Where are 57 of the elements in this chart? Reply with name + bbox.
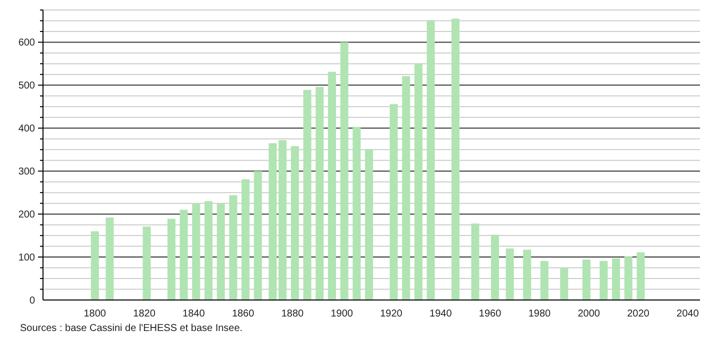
bar [490, 234, 499, 300]
y-tick-label: 300 [18, 166, 36, 178]
x-tick-label: 1960 [478, 308, 502, 320]
bar [560, 268, 568, 300]
bar [402, 76, 410, 300]
bar [426, 20, 435, 300]
bar [180, 210, 188, 300]
x-tick-label: 2020 [627, 308, 650, 320]
bar [523, 250, 532, 300]
bar [414, 63, 422, 300]
bar [167, 218, 176, 300]
bar [303, 90, 312, 300]
x-tick-label: 1980 [528, 308, 552, 320]
bar [352, 126, 361, 300]
x-tick-label: 1800 [84, 308, 106, 320]
y-tick-label: 200 [18, 210, 36, 221]
bar [106, 218, 114, 300]
y-tick-label: 600 [18, 38, 36, 49]
x-tick-label: 1920 [380, 308, 403, 320]
x-tick-label: 1940 [430, 308, 452, 320]
bar [365, 149, 374, 300]
bar [451, 18, 460, 300]
bar [582, 260, 590, 300]
bar [142, 226, 151, 300]
bar [612, 258, 620, 300]
bar [636, 252, 645, 300]
x-tick-label: 1860 [232, 308, 255, 320]
bar [204, 201, 212, 300]
x-tick-label: 1900 [330, 308, 354, 320]
bar [506, 248, 514, 300]
y-tick-label: 100 [18, 252, 36, 264]
x-tick-label: 2000 [578, 308, 600, 320]
bar [540, 260, 548, 300]
x-tick-label: 1840 [182, 308, 206, 320]
y-tick-label: 400 [18, 124, 36, 135]
bar [290, 146, 299, 300]
x-tick-label: 1880 [281, 308, 304, 320]
bar [90, 231, 99, 300]
x-tick-label: 1820 [133, 308, 156, 320]
x-tick-label: 2040 [676, 308, 700, 320]
bar [278, 140, 287, 300]
bar [254, 171, 262, 300]
y-tick-label: 500 [18, 80, 36, 92]
source-note: Sources : base Cassini de l'EHESS et base Insee. [20, 323, 243, 334]
bar [471, 224, 480, 300]
bar [390, 104, 398, 300]
bar [316, 86, 324, 300]
bar [216, 204, 225, 300]
bar [192, 204, 200, 300]
bar [600, 260, 608, 300]
bar [340, 42, 348, 300]
bar [328, 72, 336, 300]
bar [229, 195, 238, 300]
bar [268, 143, 277, 300]
bar [242, 179, 250, 300]
bar [624, 256, 632, 300]
y-tick-label: 0 [29, 296, 36, 306]
